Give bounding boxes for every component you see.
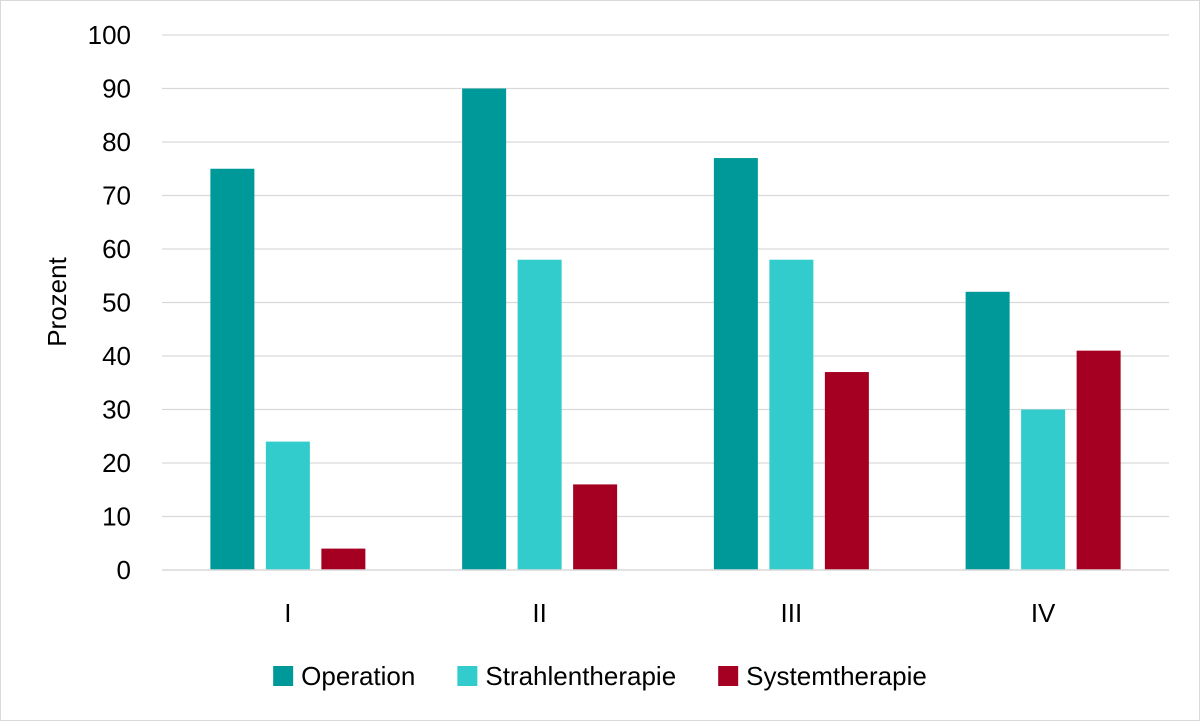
legend-swatch [718, 666, 739, 686]
x-tick-label: II [532, 598, 546, 628]
legend-item-operation: Operation [273, 661, 415, 691]
y-tick-label: 50 [102, 288, 131, 318]
bar-systemtherapie-iv [1076, 350, 1121, 570]
bar-strahlentherapie-iii [769, 259, 814, 570]
x-tick-label: I [284, 598, 291, 628]
y-axis-ticks: 0 10 20 30 40 50 60 70 80 90 100 [88, 20, 131, 585]
bar-strahlentherapie-i [265, 441, 310, 570]
legend-swatch [273, 666, 294, 686]
bar-operation-i [210, 168, 255, 570]
bar-systemtherapie-ii [573, 484, 618, 570]
x-tick-label: III [781, 598, 803, 628]
bar-systemtherapie-i [321, 548, 366, 570]
bars [210, 88, 1121, 571]
gridlines [162, 34, 1169, 518]
y-tick-label: 100 [88, 20, 131, 50]
y-tick-label: 30 [102, 395, 131, 425]
bar-systemtherapie-iii [824, 372, 869, 570]
bar-operation-iv [965, 291, 1010, 570]
bar-strahlentherapie-ii [517, 259, 562, 570]
legend: Operation Strahlentherapie Systemtherapie [273, 661, 927, 691]
y-tick-label: 20 [102, 448, 131, 478]
y-tick-label: 70 [102, 181, 131, 211]
y-tick-label: 80 [102, 127, 131, 157]
legend-label: Operation [301, 661, 415, 691]
y-tick-label: 0 [117, 555, 131, 585]
bar-strahlentherapie-iv [1021, 409, 1066, 570]
bar-operation-ii [462, 88, 507, 570]
legend-swatch [457, 666, 478, 686]
y-tick-label: 10 [102, 502, 131, 532]
bar-operation-iii [713, 158, 758, 571]
x-tick-label: IV [1031, 598, 1056, 628]
y-tick-label: 90 [102, 74, 131, 104]
legend-label: Systemtherapie [746, 661, 927, 691]
legend-label: Strahlentherapie [485, 661, 676, 691]
x-axis-ticks: I II III IV [284, 598, 1056, 628]
legend-item-strahlentherapie: Strahlentherapie [457, 661, 676, 691]
y-axis-title: Prozent [42, 256, 72, 346]
y-tick-label: 40 [102, 341, 131, 371]
y-tick-label: 60 [102, 234, 131, 264]
legend-item-systemtherapie: Systemtherapie [718, 661, 927, 691]
